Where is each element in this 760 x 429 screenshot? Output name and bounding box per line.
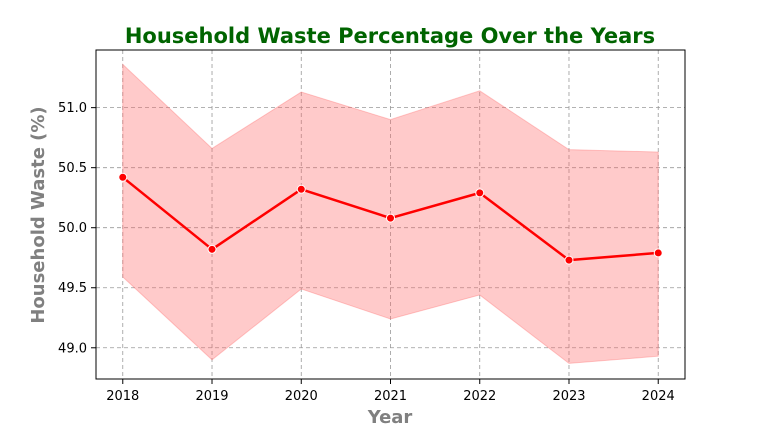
- data-point: [564, 255, 574, 265]
- data-point: [207, 244, 217, 254]
- y-tick-label: 50.5: [58, 161, 87, 176]
- y-tick-label: 51.0: [58, 101, 87, 116]
- y-tick-label: 49.5: [58, 281, 87, 296]
- x-tick-label: 2022: [463, 389, 496, 404]
- x-tick-label: 2020: [285, 389, 318, 404]
- chart-title: Household Waste Percentage Over the Year…: [125, 24, 655, 48]
- x-tick-label: 2024: [642, 389, 675, 404]
- x-tick-label: 2019: [195, 389, 228, 404]
- data-point: [118, 172, 128, 182]
- data-point: [386, 213, 395, 223]
- data-point: [653, 248, 663, 258]
- x-tick-label: 2023: [552, 389, 585, 404]
- y-tick-label: 50.0: [58, 221, 87, 236]
- x-tick-label: 2021: [374, 389, 407, 404]
- y-tick-label: 49.0: [58, 341, 87, 356]
- data-point: [296, 184, 306, 194]
- plot-area: 2018 2019 2020 2021 2022 2023 2024 49.0 49.5 50.0…: [58, 49, 686, 404]
- x-axis-label: Year: [367, 407, 413, 425]
- x-tick-label: 2018: [106, 389, 139, 404]
- y-axis-label: Household Waste (%): [28, 106, 49, 323]
- data-point: [475, 188, 485, 198]
